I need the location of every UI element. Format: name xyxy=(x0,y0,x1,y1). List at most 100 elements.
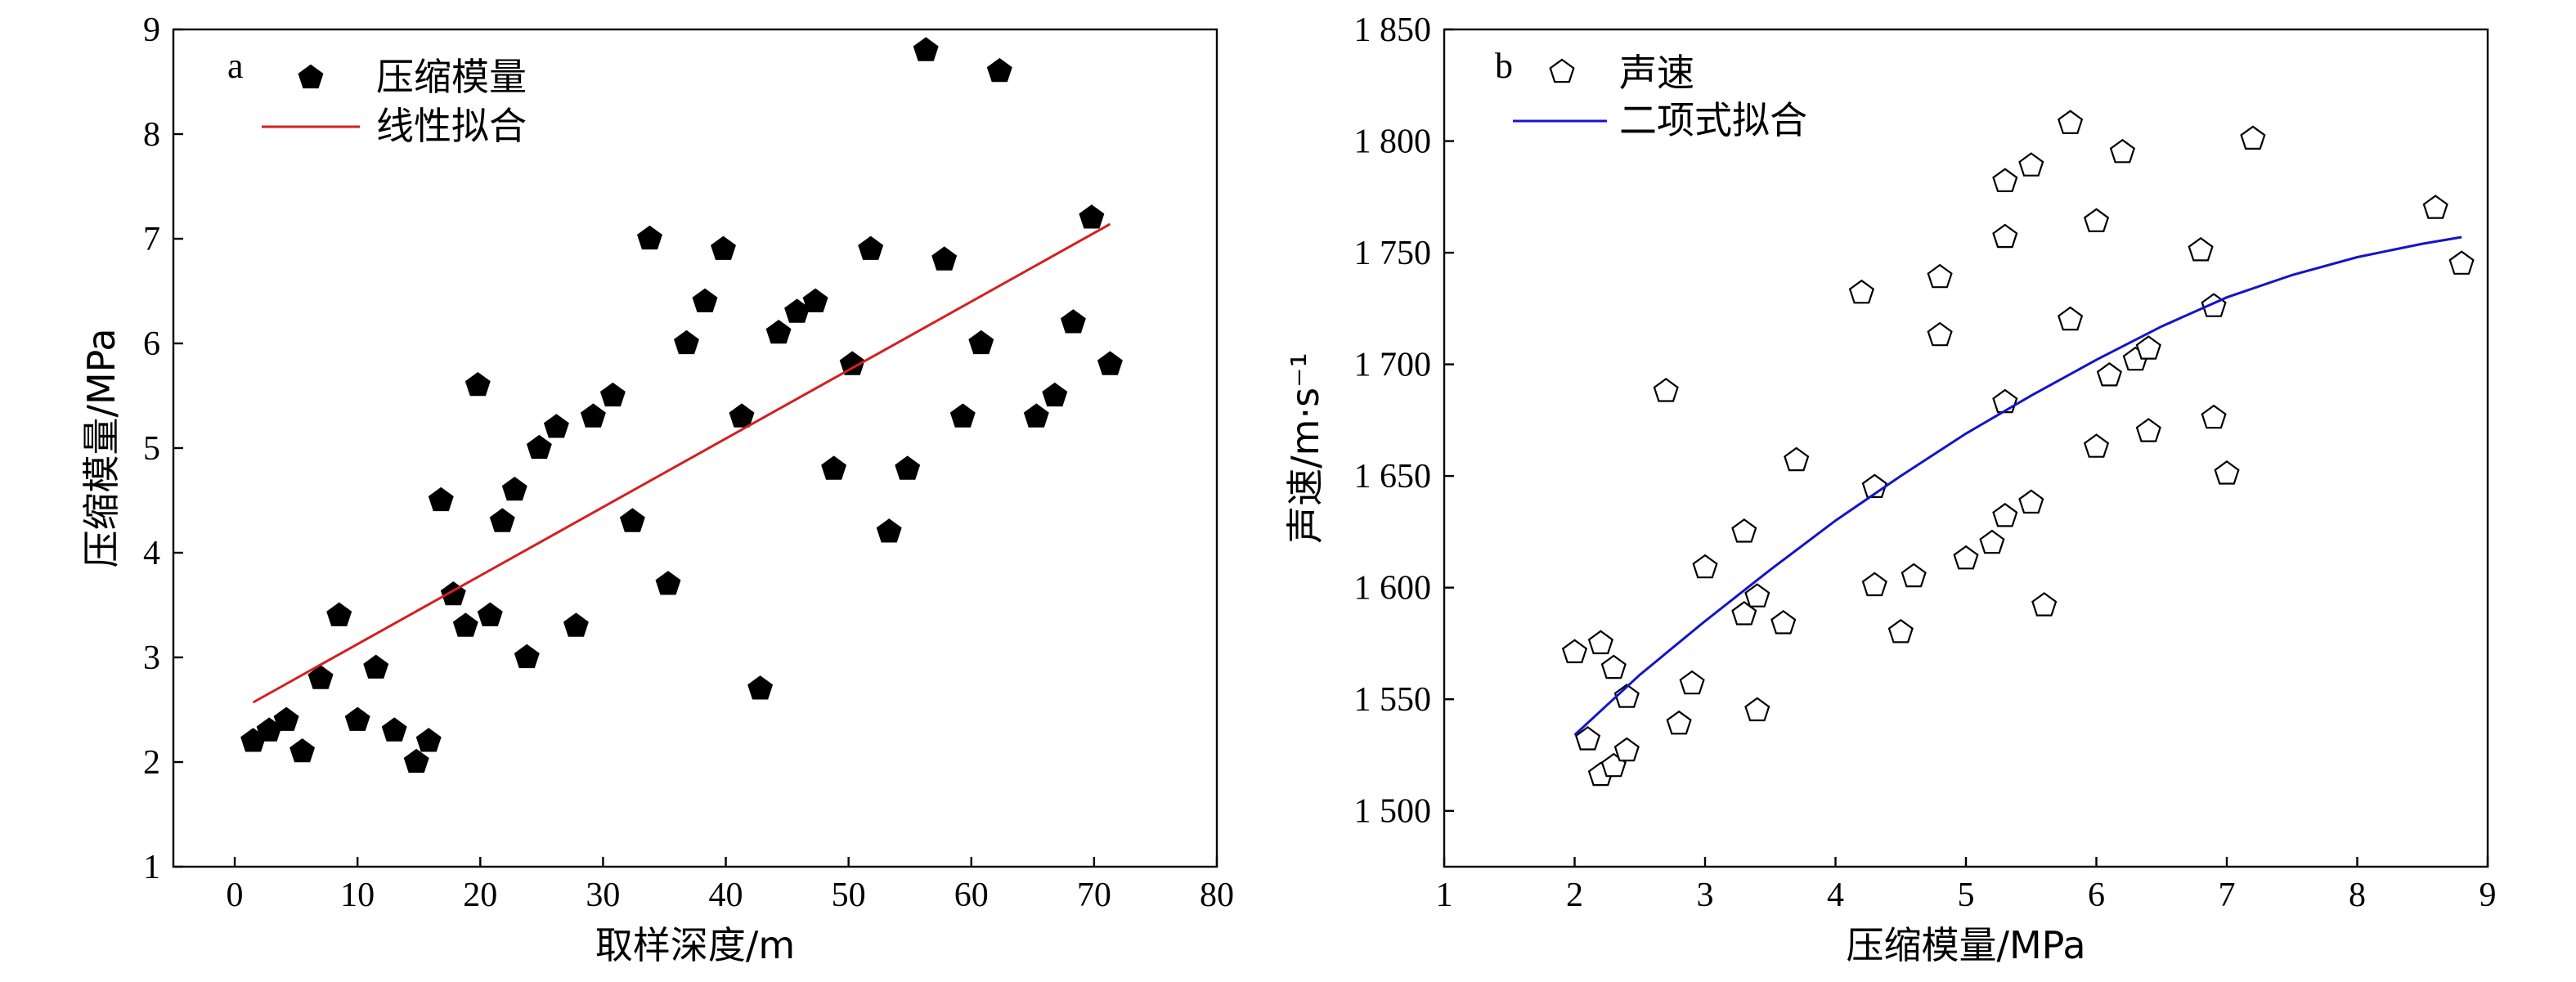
data-point xyxy=(2135,335,2161,360)
data-point xyxy=(1024,403,1049,428)
data-point xyxy=(1042,383,1068,407)
data-point xyxy=(858,235,883,260)
data-point xyxy=(478,602,503,626)
data-point xyxy=(1679,670,1705,695)
data-point xyxy=(1562,639,1587,664)
y-tick-label: 8 xyxy=(143,116,160,154)
legend-label-points-a: 压缩模量 xyxy=(376,55,527,99)
data-point xyxy=(2201,405,2227,429)
legend-a: 压缩模量 线性拟合 xyxy=(262,55,527,148)
data-point xyxy=(2096,362,2122,387)
data-point xyxy=(2188,237,2214,262)
data-point xyxy=(1927,264,1953,289)
data-point xyxy=(1901,563,1927,588)
legend-label-curve-b: 二项式拟合 xyxy=(1619,98,1807,142)
data-point xyxy=(289,738,315,763)
data-point xyxy=(1979,529,2005,554)
data-point xyxy=(1861,572,1887,597)
axes-frame-b xyxy=(1443,28,2489,868)
ticks-a: 0 10 20 30 40 50 60 70 80 1 2 3 4 5 6 7 8 9 xyxy=(143,11,1234,914)
data-point xyxy=(2448,250,2475,275)
data-point xyxy=(876,518,902,543)
data-point xyxy=(1992,168,2018,192)
legend-b: 声速 二项式拟合 xyxy=(1513,51,1807,142)
x-axis-label-a: 取样深度/m xyxy=(595,923,795,967)
x-axis-label-b: 压缩模量/MPa xyxy=(1846,923,2085,967)
y-tick-label: 7 xyxy=(143,221,160,258)
data-point xyxy=(600,383,626,407)
data-point xyxy=(821,455,846,480)
data-point xyxy=(1061,309,1086,334)
y-tick-label: 1 750 xyxy=(1354,235,1432,272)
data-point xyxy=(1587,630,1613,655)
y-tick-label: 1 850 xyxy=(1354,11,1432,49)
y-tick-label: 3 xyxy=(143,639,160,677)
data-point xyxy=(1848,280,1874,304)
data-point xyxy=(620,508,645,532)
x-tick-label: 5 xyxy=(1958,877,1975,914)
data-point xyxy=(1731,518,1757,543)
data-point xyxy=(415,728,442,752)
data-point xyxy=(502,477,527,501)
y-tick-label: 4 xyxy=(143,535,160,572)
data-point xyxy=(913,37,939,61)
y-axis-label-b: 声速/m·s⁻¹ xyxy=(1283,352,1327,544)
data-point xyxy=(655,571,681,595)
y-tick-label: 1 500 xyxy=(1354,793,1432,831)
data-point xyxy=(2058,306,2084,331)
x-tick-label: 7 xyxy=(2219,877,2236,914)
legend-marker-pentagon xyxy=(298,65,324,89)
y-tick-label: 6 xyxy=(143,325,160,363)
data-point xyxy=(802,288,828,312)
data-point xyxy=(2084,433,2109,458)
x-tick-label: 4 xyxy=(1827,877,1844,914)
data-point xyxy=(2422,195,2448,219)
panel-a: 0 10 20 30 40 50 60 70 80 1 2 3 4 5 6 7 8 9 a 压缩模量 线性拟合 取… xyxy=(79,11,1234,967)
panel-b: 1 2 3 4 5 6 7 8 9 1 500 1 550 1 600 1 650 1 700 1 750 1… xyxy=(1283,11,2497,967)
data-point xyxy=(514,644,540,669)
ticks-b: 1 2 3 4 5 6 7 8 9 1 500 1 550 1 600 1 650 1 700 1 750 1… xyxy=(1354,11,2497,914)
x-tick-label: 8 xyxy=(2349,877,2366,914)
data-point xyxy=(729,403,755,428)
marks-a xyxy=(240,37,1123,773)
data-point xyxy=(490,508,515,532)
y-tick-label: 2 xyxy=(143,744,160,782)
legend-marker-open-pentagon xyxy=(1549,58,1575,83)
x-tick-label: 30 xyxy=(586,877,620,914)
data-point xyxy=(1079,204,1105,229)
y-tick-label: 1 550 xyxy=(1354,681,1432,719)
y-tick-label: 1 700 xyxy=(1354,347,1432,384)
x-tick-label: 20 xyxy=(463,877,497,914)
data-point xyxy=(2240,125,2266,150)
data-point xyxy=(2201,293,2227,317)
data-point xyxy=(674,330,699,355)
data-point xyxy=(1666,711,1692,735)
data-point xyxy=(1744,697,1770,722)
data-point xyxy=(950,403,976,428)
data-point xyxy=(2031,592,2058,617)
data-point xyxy=(895,455,920,480)
data-point xyxy=(765,320,792,344)
data-point xyxy=(453,612,478,637)
data-point xyxy=(1953,545,1979,570)
x-tick-label: 0 xyxy=(227,877,244,914)
legend-label-line-a: 线性拟合 xyxy=(376,104,527,148)
data-point xyxy=(2058,110,2084,134)
y-tick-label: 5 xyxy=(143,430,160,468)
fit-curve xyxy=(1573,235,2462,737)
data-point xyxy=(2214,460,2240,485)
x-tick-label: 6 xyxy=(2088,877,2105,914)
data-point xyxy=(1613,737,1640,762)
x-tick-label: 50 xyxy=(832,877,866,914)
panel-label-b: b xyxy=(1495,46,1513,86)
x-tick-label: 80 xyxy=(1200,877,1234,914)
fit-line xyxy=(252,222,1111,704)
data-point xyxy=(1600,654,1627,679)
data-point xyxy=(1770,610,1797,634)
x-tick-label: 40 xyxy=(709,877,743,914)
data-point xyxy=(381,717,407,742)
marks-b xyxy=(1562,110,2475,787)
data-point xyxy=(1992,503,2018,527)
data-point xyxy=(987,58,1012,83)
